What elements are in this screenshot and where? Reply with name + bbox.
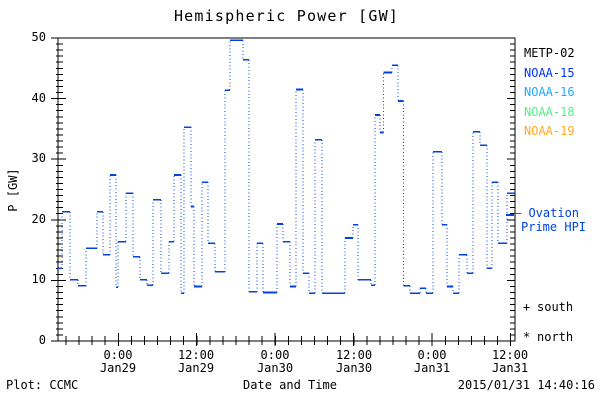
y-tick-label-40: 40 [31,90,46,105]
plus-symbol: + [523,300,531,314]
x-tick-time: 12:00 [177,348,215,362]
x-tick-label-jan29-000: 0:00 Jan29 [86,349,150,375]
x-tick-time: 12:00 [335,348,373,362]
x-tick-time: 0:00 [103,348,133,362]
chart-title: Hemispheric Power [GW] [173,7,400,25]
legend-item-noaa-16: NOAA-16 [524,85,575,99]
x-tick-date: Jan31 [491,361,529,375]
x-tick-label-jan30-000: 0:00 Jan30 [243,349,307,375]
x-tick-date: Jan30 [256,361,294,375]
x-axis-title: Date and Time [243,378,337,392]
legend-item-metp-02: METP-02 [524,46,575,60]
asterisk-symbol: * [523,330,531,344]
legend-ovation-line1: — Ovation [514,206,580,220]
x-tick-label-jan31-000: 0:00 Jan31 [400,349,464,375]
x-tick-time: 0:00 [417,348,447,362]
data-series-vertical-connectors [61,40,508,294]
x-tick-label-jan31-1200: 12:00 Jan31 [478,349,542,375]
y-tick-label-10: 10 [31,272,46,287]
plot-timestamp: 2015/01/31 14:40:16 [457,378,595,392]
x-tick-label-jan29-1200: 12:00 Jan29 [164,349,228,375]
legend-ovation-line2: Prime HPI [521,220,587,234]
x-tick-date: Jan31 [413,361,451,375]
south-label: south [537,300,574,314]
plot-border [57,37,516,342]
axis-ticks [51,37,515,346]
x-tick-date: Jan29 [99,361,137,375]
plot-source: Plot: CCMC [6,378,79,392]
legend-marker-south: + south [523,300,573,314]
legend-item-noaa-19: NOAA-19 [524,124,575,138]
legend-marker-north: * north [523,330,573,344]
data-series-levels [58,39,515,294]
legend-item-noaa-15: NOAA-15 [524,66,575,80]
y-tick-label-20: 20 [31,211,46,226]
north-label: north [537,330,574,344]
legend-item-noaa-18: NOAA-18 [524,105,575,119]
y-tick-label-30: 30 [31,151,46,166]
x-tick-time: 12:00 [491,348,529,362]
x-tick-label-jan30-1200: 12:00 Jan30 [322,349,386,375]
y-tick-label-50: 50 [31,30,46,44]
legend-ovation: — Ovation Prime HPI [514,206,586,234]
x-tick-date: Jan29 [177,361,215,375]
y-tick-label-0: 0 [38,333,46,347]
x-tick-date: Jan30 [335,361,373,375]
x-tick-time: 0:00 [260,348,290,362]
